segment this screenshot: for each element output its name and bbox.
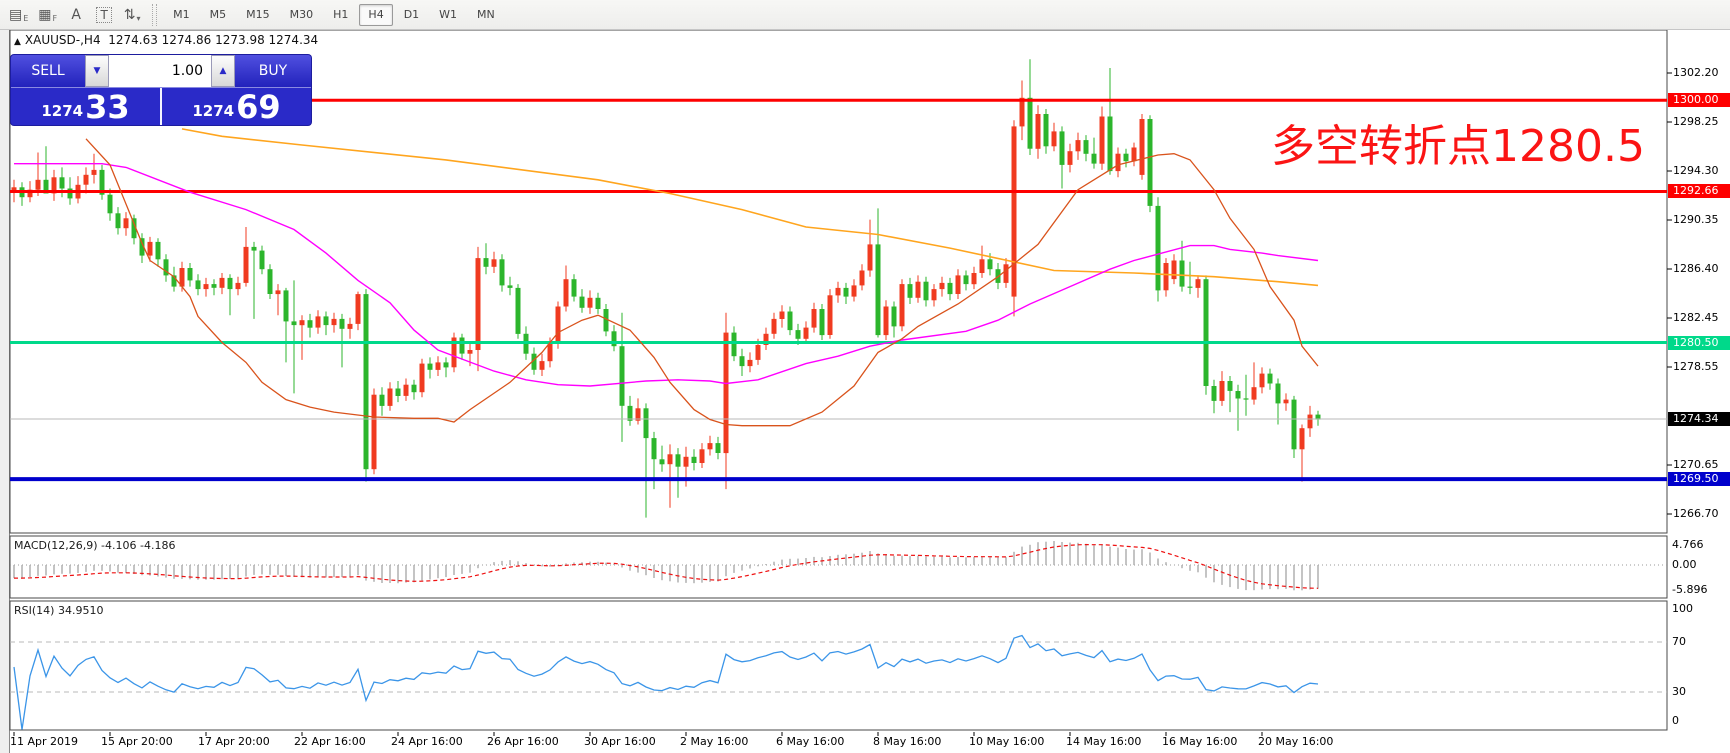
timeframe-button-M30[interactable]: M30 (289, 8, 314, 21)
timeframe-button-W1[interactable]: W1 (439, 8, 458, 21)
timeframe-button-D1[interactable]: D1 (403, 8, 420, 21)
cursor-tools-icon[interactable]: ⇅ ▾ (123, 6, 141, 24)
rsi-label: RSI(14) 34.9510 (14, 604, 104, 617)
timeframe-button-MN[interactable]: MN (477, 8, 495, 21)
price-tick-label: 1294.30 (1673, 164, 1719, 177)
collapse-arrow-icon[interactable]: ▲ (14, 37, 21, 47)
timeframe-button-M15[interactable]: M15 (246, 8, 270, 21)
toolbar: ▤ E ▦ F A T ⇅ ▾ M1 M5 M15 M30 H1 H4 D1 W1 MN (0, 0, 1730, 30)
timeframe-button-M1[interactable]: M1 (173, 8, 190, 21)
time-axis-label: 11 Apr 2019 (10, 735, 79, 748)
time-axis-label: 22 Apr 16:00 (294, 735, 366, 748)
one-click-trade-panel: SELL ▼ 1.00 ▲ BUY 1274 33 1274 69 (11, 55, 311, 125)
text-frame-icon[interactable]: T (91, 3, 117, 27)
time-axis-label: 26 Apr 16:00 (487, 735, 559, 748)
price-tick-label: 1286.40 (1673, 262, 1719, 275)
price-tick-label: 1270.65 (1673, 458, 1719, 471)
price-tick-label: 1266.70 (1673, 507, 1719, 520)
time-axis-label: 8 May 16:00 (873, 735, 942, 748)
buy-button[interactable]: BUY (235, 55, 311, 87)
rsi-axis-label: 0 (1672, 714, 1679, 727)
price-tick-label: 1278.55 (1673, 360, 1719, 373)
rsi-value: 34.9510 (57, 604, 104, 617)
buy-price-big: 69 (236, 88, 281, 125)
timeframe-button-group: M1 M5 M15 M30 H1 H4 D1 W1 MN (163, 3, 505, 26)
toolbar-separator (152, 3, 158, 26)
chart-pattern-icon[interactable]: ▤ E (9, 6, 29, 24)
time-axis-label: 14 May 16:00 (1066, 735, 1142, 748)
symbol-ohlc-line: ▲ XAUUSD-,H4 1274.63 1274.86 1273.98 1274… (14, 33, 318, 47)
rsi-axis-label: 70 (1672, 635, 1686, 648)
ohlc-quotes: 1274.63 1274.86 1273.98 1274.34 (108, 33, 319, 47)
macd-label: MACD(12,26,9) -4.106 -4.186 (14, 539, 176, 552)
volume-decrease-button[interactable]: ▼ (85, 55, 109, 87)
text-label-icon[interactable]: A (71, 6, 81, 23)
macd-axis-label: 0.00 (1672, 558, 1697, 571)
macd-axis-label: 4.766 (1672, 538, 1704, 551)
price-tick-label: 1282.45 (1673, 311, 1719, 324)
price-tick-label: 1298.25 (1673, 115, 1719, 128)
timeframe-button-H4[interactable]: H4 (359, 3, 393, 26)
buy-price-small: 1274 (192, 102, 235, 120)
symbol-name: XAUUSD-,H4 (24, 33, 101, 47)
chart-annotation-text: 多空转折点1280.5 (1271, 121, 1645, 172)
time-axis-label: 17 Apr 20:00 (198, 735, 270, 748)
time-axis-label: 30 Apr 16:00 (584, 735, 656, 748)
time-axis-label: 2 May 16:00 (680, 735, 749, 748)
buy-price[interactable]: 1274 69 (162, 88, 311, 125)
sell-button[interactable]: SELL (11, 55, 85, 87)
time-axis-label: 20 May 16:00 (1258, 735, 1334, 748)
price-badge-1274.34: 1274.34 (1668, 412, 1730, 427)
timeframe-button-H1[interactable]: H1 (333, 8, 349, 21)
price-tick-label: 1302.20 (1673, 66, 1719, 79)
price-badge-1300.00: 1300.00 (1668, 93, 1730, 108)
price-badge-1280.50: 1280.50 (1668, 335, 1730, 350)
macd-values: -4.106 -4.186 (101, 539, 176, 552)
sell-price-small: 1274 (41, 102, 84, 120)
time-axis-label: 16 May 16:00 (1162, 735, 1238, 748)
volume-increase-button[interactable]: ▲ (211, 55, 235, 87)
timeframe-button-M5[interactable]: M5 (209, 8, 227, 21)
time-axis-label: 15 Apr 20:00 (101, 735, 173, 748)
sell-price[interactable]: 1274 33 (11, 88, 162, 125)
tool-icon-group: ▤ E ▦ F A T ⇅ ▾ (4, 3, 146, 27)
grid-icon[interactable]: ▦ F (38, 6, 58, 24)
time-axis-label: 24 Apr 16:00 (391, 735, 463, 748)
sell-price-big: 33 (85, 88, 130, 125)
macd-axis-label: -5.896 (1672, 583, 1708, 596)
time-axis-label: 10 May 16:00 (969, 735, 1045, 748)
price-badge-1292.66: 1292.66 (1668, 184, 1730, 199)
time-axis-label: 6 May 16:00 (776, 735, 845, 748)
price-badge-1269.50: 1269.50 (1668, 472, 1730, 487)
price-tick-label: 1290.35 (1673, 213, 1719, 226)
rsi-axis-label: 30 (1672, 685, 1686, 698)
volume-input[interactable]: 1.00 (109, 55, 211, 87)
rsi-axis-label: 100 (1672, 602, 1693, 615)
